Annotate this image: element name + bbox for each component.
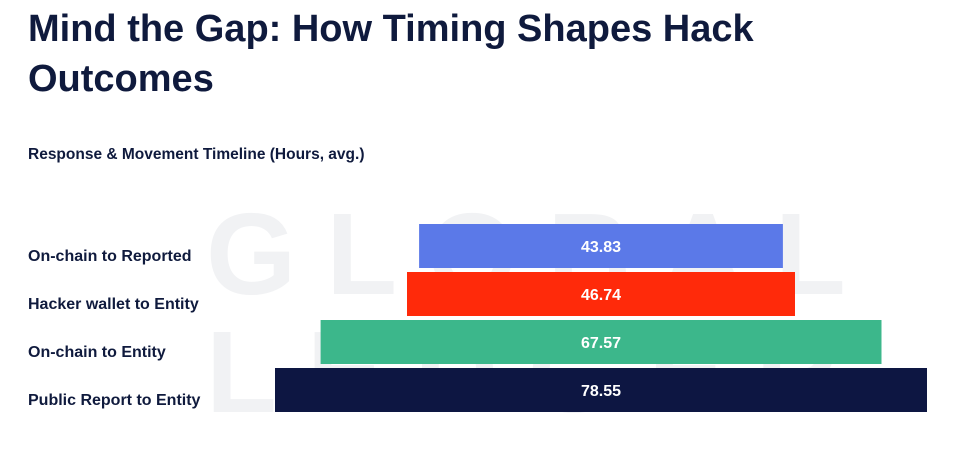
category-label-on-chain-to-reported: On-chain to Reported: [28, 248, 192, 265]
bar-public-report-to-entity: [275, 368, 927, 412]
bar-hacker-wallet-to-entity: [407, 272, 795, 316]
category-label-hacker-wallet-to-entity: Hacker wallet to Entity: [28, 296, 199, 313]
category-label-on-chain-to-entity: On-chain to Entity: [28, 344, 166, 361]
chart-title: Response & Movement Timeline (Hours, avg…: [28, 146, 365, 163]
value-label-public-report-to-entity: 78.55: [581, 383, 621, 400]
value-label-on-chain-to-entity: 67.57: [581, 335, 621, 352]
bar-on-chain-to-reported: [419, 224, 783, 268]
bar-on-chain-to-entity: [320, 320, 882, 364]
category-label-public-report-to-entity: Public Report to Entity: [28, 392, 201, 409]
page-title: Mind the Gap: How Timing Shapes Hack Out…: [28, 8, 754, 100]
value-label-on-chain-to-reported: 43.83: [581, 239, 621, 256]
value-label-hacker-wallet-to-entity: 46.74: [581, 287, 621, 304]
